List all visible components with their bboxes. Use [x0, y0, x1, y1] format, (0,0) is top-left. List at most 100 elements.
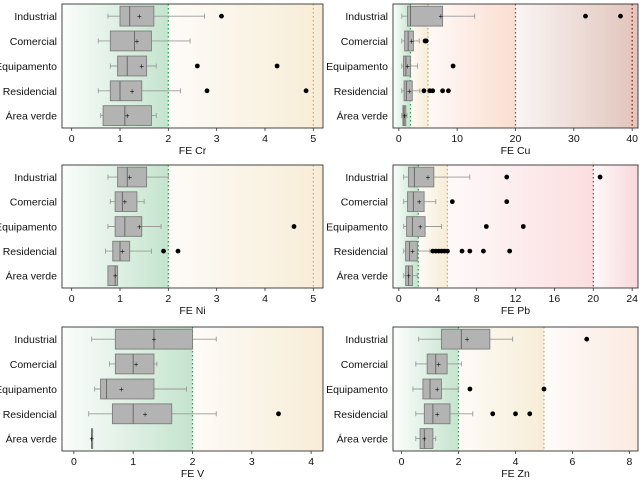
mean-marker: +: [120, 247, 125, 256]
category-label: Comercial: [10, 36, 57, 48]
mean-marker: +: [89, 435, 94, 444]
plot-area-frame: [61, 3, 324, 129]
outlier-point: [490, 411, 496, 417]
outlier-point: [583, 13, 588, 19]
outlier-point: [618, 13, 623, 19]
category-label: Área verde: [337, 433, 389, 446]
mean-marker: +: [134, 360, 139, 369]
outlier-point: [513, 411, 518, 417]
x-tick-label: 4: [262, 293, 268, 305]
x-tick-label: 4: [262, 133, 268, 145]
outlier-point: [219, 13, 224, 19]
outlier-point: [483, 224, 489, 229]
outlier-point: [467, 248, 473, 254]
chart-panel-6: Industrial + Comercial + Equipamento + Residen…: [326, 326, 639, 480]
box: [117, 55, 148, 77]
x-tick-label: 2: [165, 293, 171, 305]
box: [114, 191, 138, 212]
outlier-point: [161, 248, 166, 254]
outlier-point: [276, 411, 281, 417]
outlier-point: [541, 386, 547, 392]
mean-marker: +: [130, 87, 135, 96]
x-tick-label: 1: [117, 293, 123, 305]
category-label: Área verde: [337, 110, 389, 123]
mean-marker: +: [422, 435, 427, 444]
category-label: Comercial: [341, 36, 388, 48]
outlier-point: [445, 248, 450, 254]
x-tick-label: 8: [627, 456, 633, 468]
x-tick-label: 0: [69, 293, 75, 305]
mean-marker: +: [113, 272, 118, 281]
x-tick-label: 3: [249, 456, 255, 468]
mean-marker: +: [410, 247, 415, 256]
x-tick-label: 4: [308, 456, 314, 468]
x-tick-label: 24: [626, 293, 638, 305]
mean-marker: +: [402, 112, 407, 121]
box: [423, 403, 451, 425]
box: [407, 191, 425, 212]
box: [403, 55, 411, 77]
mean-marker: +: [438, 12, 443, 21]
outlier-point: [504, 199, 510, 205]
x-axis-label: FE Cr: [179, 145, 207, 157]
outlier-point: [421, 88, 427, 94]
box: [440, 328, 491, 350]
x-axis-label: FE Pb: [501, 305, 530, 317]
outlier-point: [446, 88, 451, 94]
category-label: Área verde: [6, 110, 58, 123]
mean-marker: +: [465, 335, 470, 344]
category-label: Residencial: [3, 246, 57, 258]
category-label: Equipamento: [326, 61, 388, 73]
mean-marker: +: [409, 37, 414, 46]
outlier-point: [291, 224, 297, 229]
box: [102, 105, 152, 126]
outlier-point: [481, 248, 486, 254]
mean-marker: +: [122, 198, 127, 207]
mean-marker: +: [119, 385, 124, 394]
box: [109, 80, 143, 102]
mean-marker: +: [417, 198, 422, 207]
mean-marker: +: [418, 223, 423, 232]
mean-marker: +: [406, 272, 411, 281]
mean-marker: +: [143, 410, 148, 419]
category-label: Comercial: [10, 359, 57, 371]
outlier-point: [303, 88, 309, 94]
x-tick-label: 10: [451, 133, 463, 145]
box: [422, 378, 442, 400]
x-tick-label: 4: [435, 293, 441, 305]
outlier-point: [459, 248, 465, 254]
box: [114, 353, 155, 375]
x-tick-label: 0: [396, 293, 402, 305]
box: [419, 428, 434, 449]
category-label: Área verde: [337, 270, 389, 283]
box: [407, 5, 444, 27]
category-label: Residencial: [334, 246, 388, 258]
x-tick-label: 0: [71, 456, 77, 468]
x-tick-label: 1: [130, 456, 136, 468]
category-label: Residencial: [3, 409, 57, 421]
category-label: Industrial: [14, 172, 57, 184]
mean-marker: +: [127, 173, 132, 182]
mean-marker: +: [405, 62, 410, 71]
x-tick-label: 0: [399, 456, 405, 468]
background-zones: [62, 165, 323, 288]
category-label: Residencial: [334, 86, 388, 98]
x-tick-label: 3: [214, 133, 220, 145]
x-tick-label: 8: [474, 293, 480, 305]
chart-panel-4: Industrial + Comercial + Equipamento + Residen…: [326, 164, 639, 317]
mean-marker: +: [152, 335, 157, 344]
x-tick-label: 12: [510, 293, 522, 305]
chart-panel-1: Industrial + Comercial + Equipamento + Residen…: [0, 3, 324, 157]
outlier-point: [440, 88, 445, 94]
outlier-point: [520, 224, 526, 229]
box: [117, 166, 148, 188]
category-label: Comercial: [341, 197, 388, 209]
box: [114, 216, 143, 237]
x-tick-label: 5: [310, 133, 316, 145]
x-tick-label: 2: [165, 133, 171, 145]
category-label: Equipamento: [0, 222, 57, 234]
category-label: Industrial: [14, 11, 57, 23]
outlier-point: [423, 38, 429, 44]
outlier-point: [430, 88, 436, 94]
